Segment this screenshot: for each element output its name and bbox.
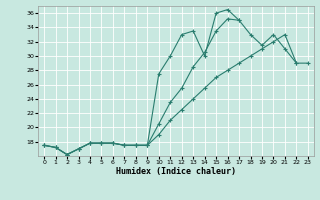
X-axis label: Humidex (Indice chaleur): Humidex (Indice chaleur) xyxy=(116,167,236,176)
